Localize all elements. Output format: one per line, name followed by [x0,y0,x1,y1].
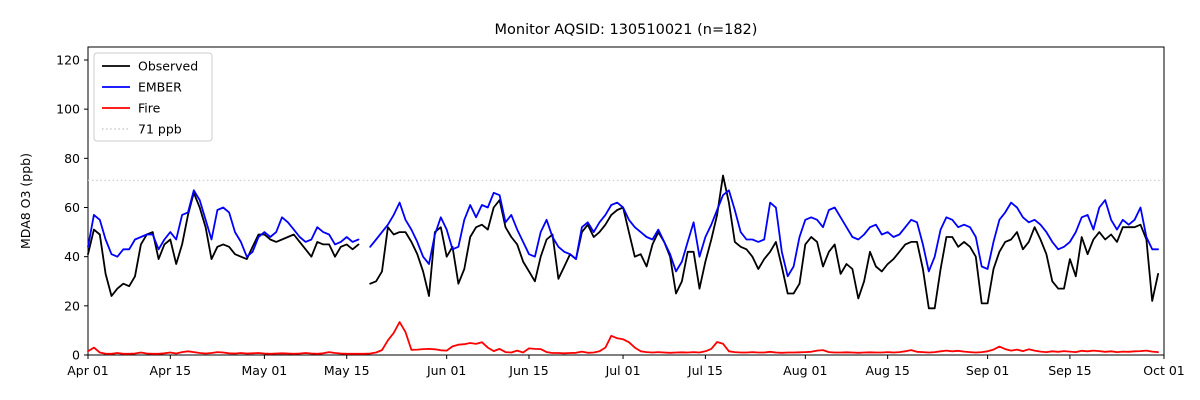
x-tick-label: Jul 15 [687,363,723,378]
series-line-observed [369,174,1159,310]
x-tick-label: Apr 15 [150,363,192,378]
x-tick-label: Oct 01 [1143,363,1185,378]
page-title: Monitor AQSID: 130510021 (n=182) [495,22,758,38]
series-lines [87,174,1159,355]
y-tick-label: 100 [56,102,80,117]
y-tick-label: 80 [64,151,80,166]
x-tick-label: Sep 01 [966,363,1009,378]
legend: Observed EMBER Fire 71 ppb [93,52,213,142]
y-tick-label: 20 [64,298,80,313]
plot-frame [87,46,1165,356]
x-tick-label: May 15 [324,363,370,378]
x-tick-label: Aug 15 [866,363,910,378]
x-tick-label: Sep 15 [1048,363,1091,378]
x-tick-label: May 01 [242,363,288,378]
legend-label: EMBER [138,80,182,95]
legend-label: 71 ppb [138,122,182,137]
legend-label: Fire [138,101,161,116]
series-line-ember [87,189,360,258]
x-tick-label: Jul 01 [605,363,641,378]
y-tick-label: 0 [72,348,80,363]
legend-box [93,52,213,142]
y-axis-label: MDA8 O3 (ppb) [18,153,33,249]
y-tick-label: 60 [64,200,80,215]
series-line-ember [369,189,1159,278]
y-tick-label: 120 [56,53,80,68]
series-line-observed [87,191,360,297]
x-tick-label: Jun 01 [426,363,466,378]
x-tick-label: Aug 01 [783,363,827,378]
series-line-fire [87,321,1159,355]
legend-label: Observed [138,59,198,74]
y-tick-label: 40 [64,249,80,264]
x-tick-label: Apr 01 [67,363,109,378]
x-tick-label: Jun 15 [508,363,548,378]
axes: 0 20 40 60 80 100 120 Apr 01 Apr 15 May 01 May 15 J… [56,46,1185,378]
